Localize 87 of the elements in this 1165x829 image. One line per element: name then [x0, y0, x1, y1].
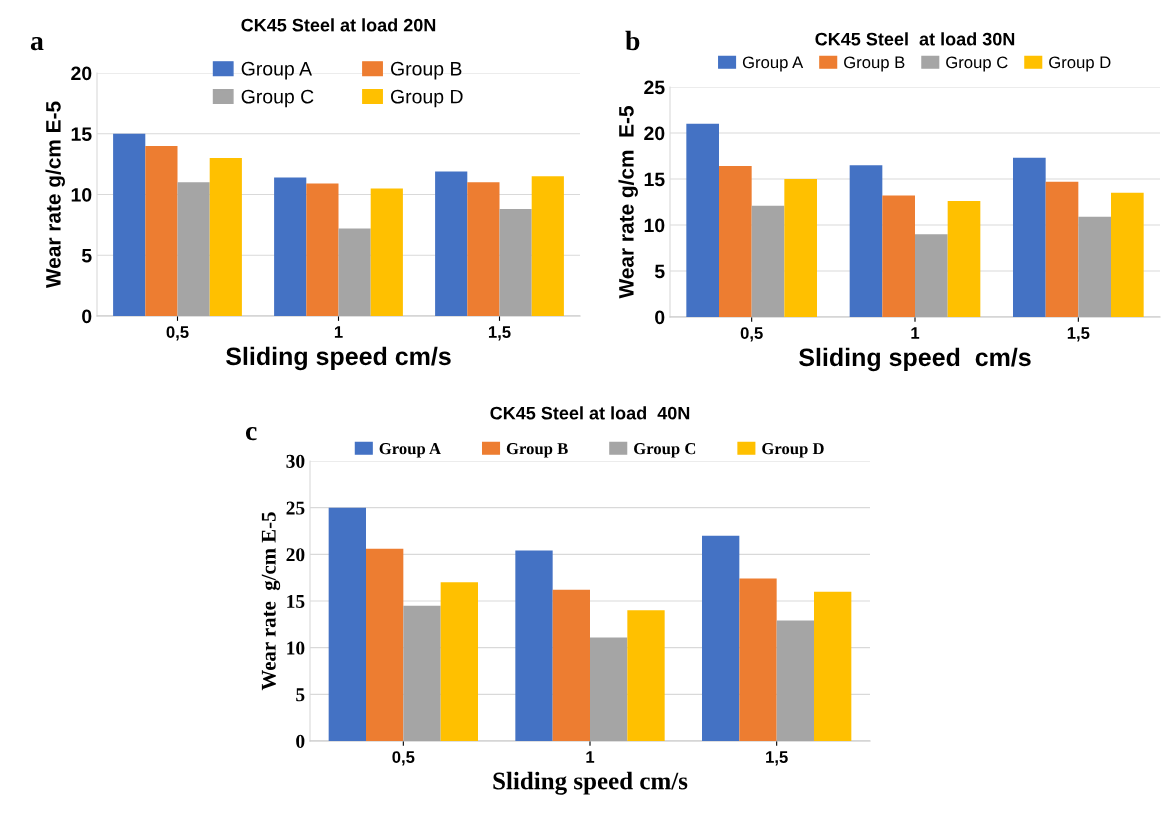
bar	[531, 176, 564, 316]
legend-label: Group C	[634, 443, 696, 458]
legend-label: Group C	[946, 56, 1008, 72]
y-tick-label: 0	[296, 734, 305, 748]
y-axis-title: Wear rate g/cm E-5	[261, 512, 281, 691]
x-tick-label: 1,5	[766, 751, 788, 766]
bar	[1045, 181, 1079, 317]
legend-label: Group B	[391, 61, 462, 80]
x-tick-label: 1	[911, 327, 920, 339]
bar	[739, 578, 777, 741]
bar	[467, 182, 500, 316]
bar	[145, 145, 178, 316]
x-tick-label: 1	[586, 751, 595, 763]
legend-label: Group D	[391, 89, 463, 108]
y-tick-label: 5	[81, 248, 92, 263]
bar	[366, 548, 404, 741]
bar	[627, 610, 665, 741]
y-tick-label: 10	[71, 187, 92, 202]
x-axis-title: Sliding speed cm/s	[799, 347, 1031, 372]
chart-title: CK45 Steel at load 20N	[241, 18, 436, 32]
bar	[499, 209, 532, 316]
x-tick-label: 0,5	[166, 326, 189, 341]
bar	[947, 201, 981, 317]
bar	[776, 620, 814, 741]
y-tick-label: 0	[655, 310, 665, 325]
bar	[590, 637, 628, 741]
bar	[915, 234, 948, 317]
y-tick-label: 30	[286, 454, 305, 468]
legend-label: Group A	[241, 61, 313, 80]
x-tick-label: 1,5	[488, 326, 511, 341]
y-tick-label: 25	[644, 80, 665, 95]
bar	[849, 165, 883, 317]
y-tick-label: 15	[287, 594, 305, 608]
legend-label: Group A	[379, 443, 441, 458]
bar	[440, 582, 478, 741]
bar	[306, 183, 339, 316]
bar	[515, 550, 553, 741]
y-tick-label: 20	[286, 548, 305, 562]
legend-label: Group B	[844, 56, 905, 72]
legend-label: Group D	[762, 443, 824, 458]
y-tick-label: 0	[82, 309, 92, 324]
bar	[274, 177, 307, 316]
bar	[435, 171, 468, 316]
bar	[814, 591, 852, 741]
bar	[1013, 157, 1046, 317]
bar	[338, 228, 371, 316]
legend-label: Group C	[241, 89, 314, 108]
text: b	[625, 30, 640, 51]
chart-title: CK45 Steel at load 30N	[815, 32, 1015, 46]
legend-label: Group A	[742, 56, 804, 72]
legend-label: Group D	[1049, 56, 1111, 72]
bar	[1078, 216, 1111, 317]
x-axis-title: Sliding speed cm/s	[226, 346, 451, 371]
y-axis-title: Wear rate g/cm E-5	[618, 106, 638, 299]
y-tick-label: 5	[296, 688, 305, 702]
y-tick-label: 10	[287, 641, 305, 655]
bar	[1111, 192, 1144, 317]
bar	[328, 507, 366, 741]
y-axis-title: Wear rate g/cm E-5	[45, 101, 65, 289]
bar	[177, 182, 210, 316]
text: c	[245, 426, 257, 441]
y-tick-label: 20	[644, 126, 665, 141]
bar	[686, 123, 719, 317]
chart-title: CK45 Steel at load 40N	[490, 406, 690, 420]
bar	[784, 179, 817, 317]
y-tick-label: 5	[654, 264, 665, 279]
y-tick-label: 10	[644, 218, 665, 233]
bar	[702, 535, 740, 741]
bar	[403, 605, 441, 741]
bar	[370, 188, 403, 316]
bar	[751, 205, 785, 317]
y-tick-label: 20	[71, 66, 92, 81]
y-tick-label: 15	[644, 172, 665, 187]
bar	[882, 195, 915, 317]
bar	[719, 166, 752, 317]
y-tick-label: 25	[286, 501, 305, 515]
x-tick-label: 0,5	[740, 327, 763, 342]
x-tick-label: 1,5	[1067, 327, 1090, 342]
bar	[552, 589, 590, 741]
legend-label: Group B	[506, 443, 568, 458]
bar	[113, 133, 146, 316]
bar	[209, 158, 242, 316]
x-axis-title: Sliding speed cm/s	[493, 771, 688, 795]
text: a	[30, 36, 44, 51]
x-tick-label: 0,5	[392, 751, 415, 766]
x-tick-label: 1	[334, 326, 343, 338]
y-tick-label: 15	[71, 127, 92, 141]
